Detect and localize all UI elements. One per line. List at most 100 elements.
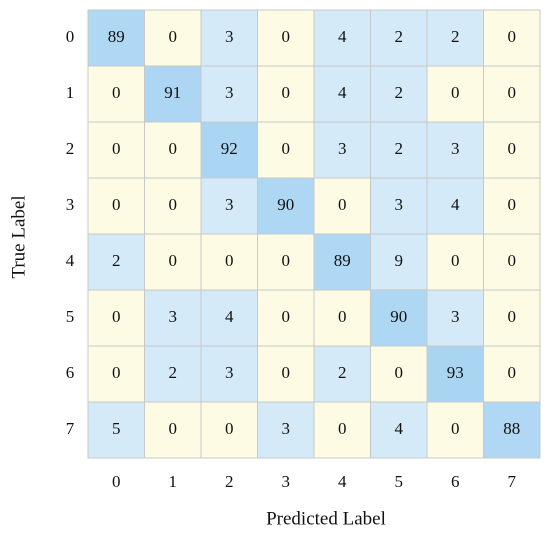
x-tick-label: 5 bbox=[395, 472, 404, 491]
cell-label: 3 bbox=[225, 195, 234, 214]
cell bbox=[313, 177, 371, 235]
cell bbox=[87, 345, 145, 403]
cell bbox=[313, 345, 371, 403]
cell-label: 0 bbox=[508, 363, 517, 382]
cell-label: 2 bbox=[338, 363, 347, 382]
cell bbox=[370, 289, 428, 347]
cell bbox=[87, 177, 145, 235]
x-axis-label: Predicted Label bbox=[266, 508, 386, 529]
cell bbox=[483, 233, 541, 291]
cell bbox=[483, 345, 541, 403]
cell-label: 0 bbox=[282, 139, 291, 158]
cell-label: 0 bbox=[508, 307, 517, 326]
cell-label: 3 bbox=[225, 363, 234, 382]
x-tick-label: 7 bbox=[508, 472, 517, 491]
cell-label: 0 bbox=[508, 195, 517, 214]
cell-label: 4 bbox=[225, 307, 234, 326]
cell-label: 91 bbox=[164, 83, 181, 102]
cell-label: 0 bbox=[282, 307, 291, 326]
cell bbox=[144, 121, 202, 179]
cell-label: 9 bbox=[395, 251, 404, 270]
y-tick-label: 3 bbox=[66, 195, 75, 214]
cell bbox=[426, 289, 484, 347]
cell bbox=[257, 121, 315, 179]
cell-label: 0 bbox=[508, 139, 517, 158]
x-tick-label: 6 bbox=[451, 472, 460, 491]
cell bbox=[200, 345, 258, 403]
cell-label: 0 bbox=[451, 83, 460, 102]
cell-label: 0 bbox=[169, 27, 178, 46]
cell-label: 0 bbox=[451, 419, 460, 438]
cell-label: 0 bbox=[112, 307, 121, 326]
cell-label: 2 bbox=[451, 27, 460, 46]
cell-label: 0 bbox=[112, 139, 121, 158]
y-tick-label: 2 bbox=[66, 139, 75, 158]
cell bbox=[87, 121, 145, 179]
cell bbox=[87, 9, 145, 67]
cell-label: 2 bbox=[395, 139, 404, 158]
cell bbox=[87, 401, 145, 459]
cell-label: 0 bbox=[112, 363, 121, 382]
cell-label: 0 bbox=[338, 307, 347, 326]
cell bbox=[370, 65, 428, 123]
cell bbox=[144, 345, 202, 403]
cell bbox=[426, 345, 484, 403]
y-tick-label: 0 bbox=[66, 27, 75, 46]
cell-label: 88 bbox=[503, 419, 520, 438]
cell-label: 92 bbox=[221, 139, 238, 158]
cell bbox=[370, 401, 428, 459]
cell-label: 0 bbox=[282, 27, 291, 46]
cell-label: 0 bbox=[338, 419, 347, 438]
cell bbox=[483, 9, 541, 67]
cell-label: 4 bbox=[395, 419, 404, 438]
cell bbox=[257, 65, 315, 123]
cell bbox=[200, 289, 258, 347]
cell bbox=[483, 401, 541, 459]
cell-label: 3 bbox=[225, 83, 234, 102]
cell bbox=[426, 177, 484, 235]
y-tick-label: 7 bbox=[66, 419, 75, 438]
x-tick-label: 1 bbox=[169, 472, 178, 491]
cell bbox=[144, 289, 202, 347]
cell-label: 2 bbox=[112, 251, 121, 270]
cell bbox=[257, 401, 315, 459]
cell bbox=[200, 9, 258, 67]
cell-label: 2 bbox=[395, 83, 404, 102]
cell bbox=[144, 9, 202, 67]
cell bbox=[370, 9, 428, 67]
cell-label: 0 bbox=[112, 83, 121, 102]
x-tick-label: 3 bbox=[282, 472, 291, 491]
x-tick-label: 2 bbox=[225, 472, 234, 491]
cell bbox=[144, 65, 202, 123]
cell-label: 3 bbox=[282, 419, 291, 438]
cell bbox=[426, 121, 484, 179]
cell-label: 3 bbox=[169, 307, 178, 326]
cell-label: 0 bbox=[225, 419, 234, 438]
y-tick-label: 6 bbox=[66, 363, 75, 382]
cell bbox=[313, 289, 371, 347]
cell bbox=[313, 121, 371, 179]
cell-label: 0 bbox=[225, 251, 234, 270]
cell-label: 4 bbox=[338, 27, 347, 46]
cell-label: 3 bbox=[395, 195, 404, 214]
cell-label: 3 bbox=[451, 139, 460, 158]
cell-label: 90 bbox=[390, 307, 407, 326]
y-tick-label: 5 bbox=[66, 307, 75, 326]
y-tick-label: 1 bbox=[66, 83, 75, 102]
cell-label: 90 bbox=[277, 195, 294, 214]
cell-label: 0 bbox=[282, 251, 291, 270]
cell-label: 0 bbox=[169, 419, 178, 438]
cell-label: 0 bbox=[338, 195, 347, 214]
cell bbox=[483, 65, 541, 123]
x-tick-label: 4 bbox=[338, 472, 347, 491]
cell-label: 5 bbox=[112, 419, 121, 438]
cell bbox=[313, 401, 371, 459]
cell bbox=[200, 177, 258, 235]
cell-label: 0 bbox=[282, 363, 291, 382]
cell-label: 0 bbox=[508, 27, 517, 46]
cell bbox=[370, 121, 428, 179]
cell-label: 0 bbox=[112, 195, 121, 214]
cell-label: 4 bbox=[338, 83, 347, 102]
y-axis-label: True Label bbox=[8, 195, 29, 278]
